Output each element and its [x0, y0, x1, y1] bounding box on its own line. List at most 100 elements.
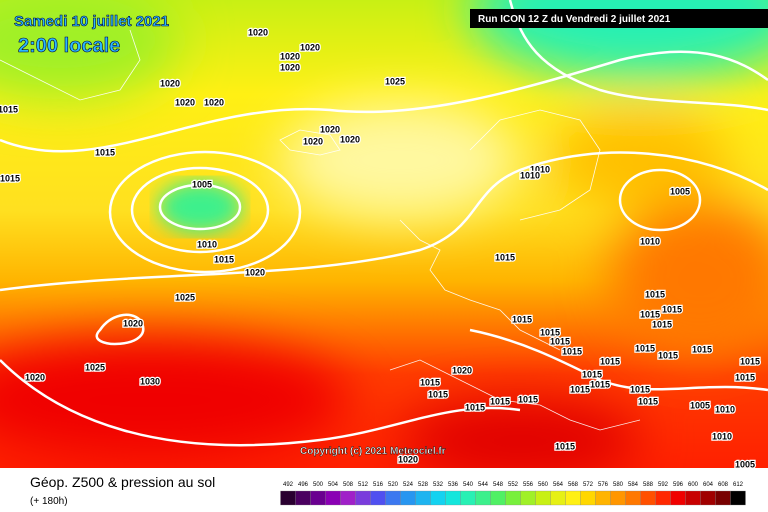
- legend-swatch: [565, 490, 581, 506]
- isobar-label: 1015: [590, 379, 610, 389]
- time-label: 2:00 locale: [18, 35, 120, 57]
- legend-swatch: [715, 490, 731, 506]
- isobar-label: 1005: [192, 179, 212, 189]
- legend-label: 536: [448, 482, 459, 488]
- legend-label: 588: [643, 482, 654, 488]
- legend-label: 504: [328, 482, 339, 488]
- legend-swatch: [685, 490, 701, 506]
- legend-swatch: [550, 490, 566, 506]
- legend-label: 612: [733, 482, 744, 488]
- isobar-label: 1015: [638, 396, 658, 406]
- isobar-label: 1020: [25, 372, 45, 382]
- legend-swatch: [535, 490, 551, 506]
- isobar-label: 1015: [630, 384, 650, 394]
- legend-swatch: [385, 490, 401, 506]
- legend-swatch: [625, 490, 641, 506]
- isobar-label: 1015: [214, 254, 234, 264]
- isobar-label: 1015: [652, 319, 672, 329]
- legend-swatch: [475, 490, 491, 506]
- legend-label: 564: [553, 482, 564, 488]
- color-legend: 492 496 500 504 508 512 516 520 524 528 532 536 540 5…: [280, 482, 746, 506]
- legend-swatch: [520, 490, 536, 506]
- isobar-label: 1015: [550, 336, 570, 346]
- legend-label: 508: [343, 482, 354, 488]
- isobar-label: 1015: [490, 396, 510, 406]
- legend-label: 608: [718, 482, 729, 488]
- isobar-label: 1015: [0, 173, 20, 183]
- legend-label: 592: [658, 482, 669, 488]
- legend-label: 500: [313, 482, 324, 488]
- isobar-label: 1025: [175, 292, 195, 302]
- isobar-label: 1015: [465, 402, 485, 412]
- isobar-label: 1005: [690, 400, 710, 410]
- isobar-label: 1010: [640, 236, 660, 246]
- legend-swatch: [415, 490, 431, 506]
- isobar-label: 1015: [740, 356, 760, 366]
- isobar-label: 1020: [340, 134, 360, 144]
- legend-swatch: [580, 490, 596, 506]
- isobar-label: 1015: [518, 394, 538, 404]
- isobar-label: 1020: [452, 365, 472, 375]
- legend-label: 524: [403, 482, 414, 488]
- isobar-label: 1015: [600, 356, 620, 366]
- isobar-label: 1015: [428, 389, 448, 399]
- field-shading: [0, 0, 768, 480]
- low-core: [158, 181, 242, 233]
- isobar-label: 1025: [85, 362, 105, 372]
- legend-swatch: [610, 490, 626, 506]
- legend-label: 584: [628, 482, 639, 488]
- isobar-label: 1020: [320, 124, 340, 134]
- legend-label: 512: [358, 482, 369, 488]
- legend-swatch: [295, 490, 311, 506]
- isobar-label: 1020: [280, 62, 300, 72]
- legend-swatch: [640, 490, 656, 506]
- legend-swatch: [340, 490, 356, 506]
- isobar-label: 1015: [640, 309, 660, 319]
- legend-swatch: [730, 490, 746, 506]
- isobar-label: 1015: [735, 372, 755, 382]
- isobar-label: 1015: [555, 441, 575, 451]
- isobar-label: 1020: [300, 42, 320, 52]
- isobar-label: 1015: [562, 346, 582, 356]
- legend-label: 552: [508, 482, 519, 488]
- isobar-label: 1015: [570, 384, 590, 394]
- legend-swatch: [700, 490, 716, 506]
- isobar-label: 1020: [175, 97, 195, 107]
- legend-swatch: [490, 490, 506, 506]
- isobar-label: 1015: [662, 304, 682, 314]
- isobar-label: 1010: [197, 239, 217, 249]
- isobar-label: 1010: [530, 164, 550, 174]
- legend-swatch: [355, 490, 371, 506]
- legend-label: 516: [373, 482, 384, 488]
- legend-swatch: [400, 490, 416, 506]
- isobar-label: 1020: [245, 267, 265, 277]
- legend-label: 544: [478, 482, 489, 488]
- isobar-label: 1015: [0, 104, 18, 114]
- isobar-label: 1015: [645, 289, 665, 299]
- isobar-label: 1015: [512, 314, 532, 324]
- isobar-label: 1010: [520, 170, 540, 180]
- isobar-label: 1005: [670, 186, 690, 196]
- isobar-label: 1020: [160, 78, 180, 88]
- isobar-label: 1010: [715, 404, 735, 414]
- legend-swatch: [670, 490, 686, 506]
- isobar-label: 1015: [540, 327, 560, 337]
- legend-swatch: [445, 490, 461, 506]
- copyright: Copyright (c) 2021 Meteociel.fr: [300, 446, 446, 457]
- legend-label: 572: [583, 482, 594, 488]
- legend-swatch: [310, 490, 326, 506]
- isobar-label: 1020: [248, 27, 268, 37]
- isobar-label: 1020: [204, 97, 224, 107]
- legend-label: 520: [388, 482, 399, 488]
- isobar-label: 1015: [495, 252, 515, 262]
- legend-label: 596: [673, 482, 684, 488]
- isobar-label: 1020: [123, 318, 143, 328]
- run-label: Run ICON 12 Z du Vendredi 2 juillet 2021: [478, 14, 671, 25]
- legend-label: 496: [298, 482, 309, 488]
- legend-label: 532: [433, 482, 444, 488]
- isobar-label: 1015: [658, 350, 678, 360]
- legend-label: 560: [538, 482, 549, 488]
- isobar-label: 1025: [385, 76, 405, 86]
- isobar-lines: [0, 0, 768, 445]
